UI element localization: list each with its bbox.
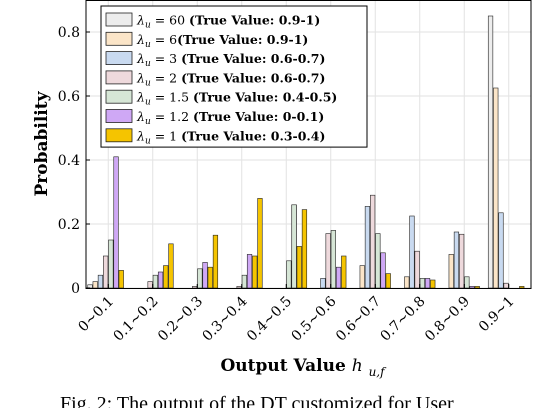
bar-series-7-extra — [212, 234, 219, 289]
y-tick-label: 0.6 — [58, 89, 80, 105]
bar-series-4 — [325, 233, 331, 289]
bar-series-3 — [409, 215, 415, 289]
bar-series-7 — [163, 265, 169, 289]
bar-series-5 — [152, 274, 158, 289]
bar-series-7 — [341, 255, 347, 289]
bar-series-5-extra — [291, 204, 297, 289]
legend-swatch — [105, 31, 133, 46]
legend-swatch — [105, 12, 133, 27]
bar-series-7 — [474, 286, 480, 289]
bar-series-4 — [503, 282, 509, 289]
x-tick-label: 0.8~0.9 — [422, 294, 473, 345]
bar-series-3 — [498, 212, 504, 289]
legend-entry: λu = 1.5 (True Value: 0.4-0.5) — [136, 90, 337, 108]
legend-entry: λu = 3 (True Value: 0.6-0.7) — [136, 51, 325, 69]
bar-series-3 — [453, 231, 460, 289]
x-tick-label: 0.6~0.7 — [333, 294, 384, 345]
x-tick-label: 0.1~0.2 — [110, 294, 161, 345]
bar-series-5 — [108, 239, 114, 289]
bar-series-5 — [419, 278, 425, 289]
legend-entry: λu = 2 (True Value: 0.6-0.7) — [136, 70, 325, 88]
bar-series-7-extra — [301, 209, 308, 289]
bar-series-7-extra — [257, 198, 263, 289]
bar-series-4 — [414, 250, 420, 289]
axes-box — [85, 0, 532, 289]
y-tick-label: 0.4 — [58, 153, 80, 169]
legend-swatch — [105, 128, 133, 143]
bar-series-2 — [493, 87, 499, 289]
bar-series-3 — [364, 206, 371, 289]
bar-series-2 — [448, 254, 454, 289]
bar-series-4 — [103, 255, 109, 289]
bar-series-7 — [252, 255, 258, 289]
legend-entry: λu = 6(True Value: 0.9-1) — [136, 32, 308, 50]
bar-series-1 — [487, 15, 494, 289]
legend-swatch — [105, 70, 133, 85]
bar-series-2 — [92, 281, 98, 289]
bar-series-7 — [118, 270, 124, 289]
legend-swatch — [105, 89, 133, 104]
x-axis-label-math-sub: u,f — [369, 365, 388, 379]
bar-series-7 — [207, 266, 213, 289]
bar-series-6 — [113, 156, 119, 289]
y-axis-ticks: 0 0.2 0.4 0.6 0.8 — [58, 25, 90, 297]
x-axis-label: Output Value h u,f — [220, 356, 387, 379]
y-axis-label: Probability — [32, 90, 52, 196]
bar-series-4 — [459, 233, 465, 289]
x-tick-label: 0.5~0.6 — [288, 293, 339, 344]
x-tick-label: 0.4~0.5 — [244, 294, 295, 345]
bar-series-7 — [430, 279, 436, 289]
bar-series-5 — [330, 230, 336, 289]
bar-series-6 — [469, 286, 475, 289]
x-tick-label: 0.2~0.3 — [155, 294, 206, 345]
bar-series-2 — [359, 265, 365, 289]
bar-series-6 — [380, 252, 386, 289]
x-axis-label-math: h — [352, 356, 363, 376]
bar-series-5 — [197, 268, 203, 289]
y-tick-label: 0.2 — [58, 217, 80, 233]
legend-entry: λu = 60 (True Value: 0.9-1) — [136, 13, 320, 31]
bar-series-7-extra — [168, 243, 174, 289]
bar-series-5 — [375, 233, 381, 289]
bar-series-4 — [236, 286, 242, 289]
x-axis-ticks: 0~0.10.1~0.20.2~0.30.3~0.40.4~0.50.5~0.6… — [75, 284, 518, 345]
y-tick-label: 0.8 — [58, 25, 80, 41]
x-tick-label: 0.7~0.8 — [377, 294, 428, 345]
bar-series-4 — [147, 281, 153, 289]
bar-series-6 — [246, 254, 253, 289]
legend-entry: λu = 1 (True Value: 0.3-0.4) — [136, 128, 325, 146]
bar-series-7 — [519, 286, 525, 289]
bar-series-7 — [385, 273, 391, 289]
legend-box — [100, 5, 368, 148]
x-axis-label-text: Output Value — [220, 356, 351, 376]
bar-series-6 — [335, 266, 342, 289]
legend-entry: λu = 1.2 (True Value: 0-0.1) — [136, 109, 324, 127]
figure-caption: Fig. 2: The output of the DT customized … — [60, 393, 454, 408]
bar-series-3 — [97, 274, 104, 289]
bar-series-7 — [296, 246, 302, 289]
x-tick-label: 0.3~0.4 — [199, 293, 250, 344]
bar-series-5 — [286, 260, 292, 289]
bar-series-4 — [192, 286, 198, 289]
x-tick-label: 0.9~1 — [476, 294, 518, 336]
bar-series-6 — [202, 262, 208, 289]
bar-series-5 — [241, 274, 247, 289]
legend-swatch — [105, 51, 133, 65]
bar-series-4 — [370, 194, 376, 289]
bar-series-6 — [157, 271, 164, 289]
bar-series-3 — [320, 278, 326, 289]
bar-series-2 — [404, 276, 410, 289]
bar-series-6 — [424, 278, 431, 289]
x-tick-label: 0~0.1 — [75, 294, 117, 336]
bars — [87, 15, 525, 289]
y-tick-label: 0 — [71, 281, 80, 297]
bar-series-5 — [464, 276, 470, 289]
legend: λu = 60 (True Value: 0.9-1)λu = 6(True V… — [100, 5, 368, 148]
legend-swatch — [105, 109, 133, 123]
